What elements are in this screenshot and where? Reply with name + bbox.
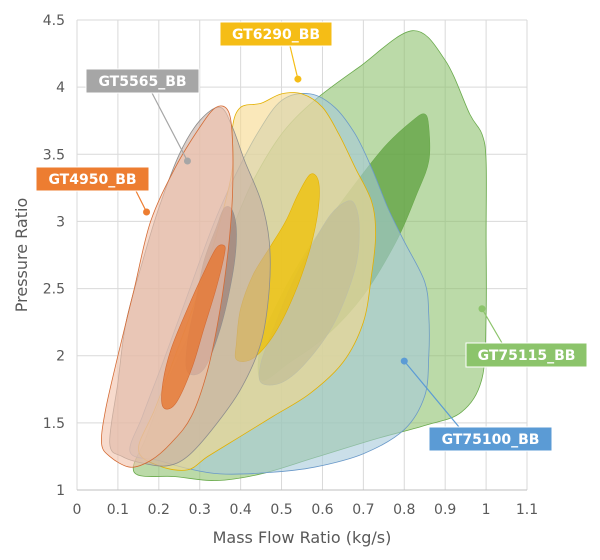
callout-box-gt75100-bb	[428, 426, 553, 452]
x-axis-title: Mass Flow Ratio (kg/s)	[213, 528, 392, 547]
x-tick-label: 0.1	[107, 502, 129, 518]
x-tick-label: 0.6	[311, 502, 333, 518]
callout-point-gt75115-bb	[478, 305, 486, 313]
callout-box-gt6290-bb	[219, 21, 333, 47]
series-label-gt75100-bb: GT75100_BB	[442, 432, 540, 448]
callout-leader-gt75115-bb	[481, 308, 503, 344]
x-tick-label: 0	[73, 502, 82, 518]
y-tick-label: 3	[56, 214, 65, 230]
y-tick-label: 3.5	[43, 147, 65, 163]
callout-leader-gt6290-bb	[289, 45, 299, 80]
x-tick-label: 0.3	[189, 502, 211, 518]
y-tick-label: 1.5	[43, 416, 65, 432]
x-tick-label: 0.5	[270, 502, 292, 518]
x-tick-label: 1	[482, 502, 491, 518]
y-axis-title: Pressure Ratio	[12, 198, 31, 312]
callout-box-gt75115-bb	[465, 342, 588, 368]
series-label-gt75115-bb: GT75115_BB	[478, 348, 576, 364]
callout-box-gt4950-bb	[35, 166, 150, 192]
y-tick-label: 4.5	[43, 13, 65, 29]
x-tick-label: 0.9	[434, 502, 456, 518]
series-label-gt4950-bb: GT4950_BB	[48, 172, 136, 188]
x-tick-label: 0.2	[148, 502, 170, 518]
map-outline-gt4950-bb	[100, 105, 234, 468]
callout-leader-gt4950-bb	[135, 190, 148, 213]
callouts: GT75115_BB GT75100_BB GT6290_BB GT5565_BB GT…	[35, 21, 588, 452]
x-tick-label: 0.7	[352, 502, 374, 518]
y-tick-label: 4	[56, 80, 65, 96]
x-tick-label: 0.4	[230, 502, 252, 518]
y-tick-label: 2.5	[43, 282, 65, 298]
maps	[100, 30, 487, 482]
series-label-gt6290-bb: GT6290_BB	[232, 27, 320, 43]
callout-leader-gt5565-bb	[151, 92, 188, 162]
x-tick-label: 1.1	[516, 502, 538, 518]
callout-point-gt75100-bb	[400, 357, 408, 365]
callout-box-gt5565-bb	[85, 68, 200, 94]
map-island-gt4950-bb	[161, 244, 226, 410]
callout-point-gt6290-bb	[294, 75, 302, 83]
x-tick-label: 0.8	[393, 502, 415, 518]
y-tick-label: 2	[56, 349, 65, 365]
callout-point-gt5565-bb	[183, 157, 191, 165]
callout-leader-gt75100-bb	[403, 360, 460, 428]
y-tick-label: 1	[56, 483, 65, 499]
y-tick-labels: 1 1.5 2 2.5 3 3.5 4 4.5	[43, 13, 65, 499]
x-tick-labels: 0 0.1 0.2 0.3 0.4 0.5 0.6 0.7 0.8 0.9 1 1.1	[73, 502, 539, 518]
series-label-gt5565-bb: GT5565_BB	[98, 74, 186, 90]
callout-point-gt4950-bb	[143, 208, 151, 216]
